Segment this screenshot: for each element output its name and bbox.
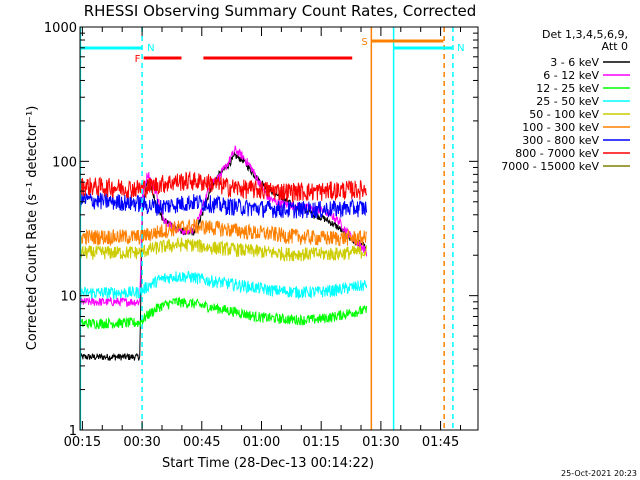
flag-label-4: S [361, 37, 367, 48]
plot-area [79, 27, 454, 430]
x-tick-label-0: 00:15 [64, 435, 101, 450]
series-line-6 [79, 191, 368, 219]
x-axis-label: Start Time (28-Dec-13 00:14:22) [162, 456, 374, 471]
legend-label-5: 100 - 300 keV [522, 121, 599, 134]
series-line-1 [79, 145, 368, 307]
legend-label-2: 12 - 25 keV [536, 82, 599, 95]
x-tick-label-4: 01:15 [302, 435, 339, 450]
x-tick-label-5: 01:30 [362, 435, 399, 450]
series-line-2 [79, 297, 368, 330]
y-tick-label-0: 1 [69, 424, 77, 439]
flag-bars: N NFS [80, 37, 465, 65]
x-tick-label-2: 00:45 [183, 435, 220, 450]
y-tick-label-1: 10 [60, 290, 77, 305]
footer-timestamp: 25-Oct-2021 20:23 [561, 469, 637, 478]
axes: 00:15 00:30 00:45 01:00 01:15 01:30 01:45 1 10 10… [44, 21, 479, 450]
series-line-4 [79, 236, 368, 263]
x-tick-label-1: 00:30 [123, 435, 160, 450]
x-tick-label-6: 01:45 [422, 435, 459, 450]
flag-label-1: N [457, 43, 464, 54]
flag-label-2: F [135, 54, 141, 65]
flag-label-0: N [147, 43, 154, 54]
legend-label-8: 7000 - 15000 keV [501, 160, 599, 173]
legend-header-line-2: Att 0 [602, 40, 628, 53]
legend-label-0: 3 - 6 keV [550, 56, 599, 69]
y-axis-label: Corrected Count Rate (s⁻¹ detector⁻¹) [25, 106, 40, 351]
legend-label-1: 6 - 12 keV [543, 69, 599, 82]
legend-label-7: 800 - 7000 keV [515, 147, 599, 160]
legend-label-3: 25 - 50 keV [536, 95, 599, 108]
x-tick-label-3: 01:00 [243, 435, 280, 450]
series-line-5 [79, 218, 368, 247]
chart-title: RHESSI Observing Summary Count Rates, Co… [84, 2, 477, 20]
legend-header-line-1: Det 1,3,4,5,6,9, [542, 28, 628, 41]
plot-frame [79, 26, 479, 431]
y-tick-label-2: 100 [52, 155, 77, 170]
legend-label-6: 300 - 800 keV [522, 134, 599, 147]
y-tick-label-3: 1000 [44, 21, 77, 36]
series-line-7 [79, 170, 368, 203]
series-line-3 [79, 270, 368, 301]
legend-label-4: 50 - 100 keV [529, 108, 599, 121]
